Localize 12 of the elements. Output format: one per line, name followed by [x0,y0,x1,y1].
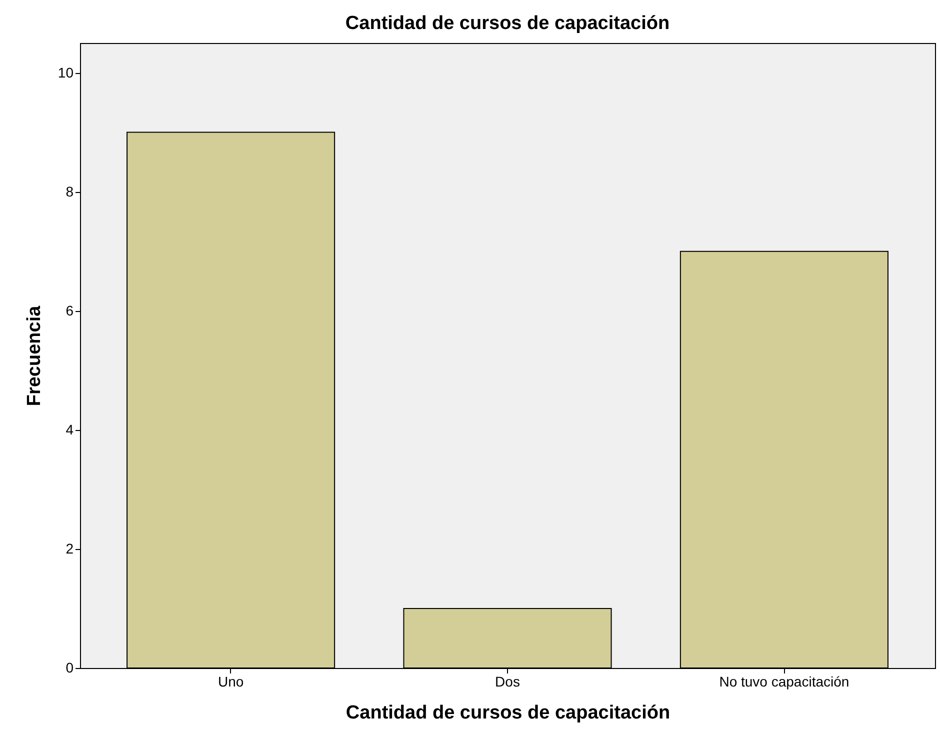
chart-title: Cantidad de cursos de capacitación [345,13,670,34]
y-tick-label: 8 [66,183,74,200]
x-tick-label: Dos [495,674,520,690]
y-tick-label: 2 [66,540,74,556]
y-tick-label: 4 [66,421,74,438]
x-tick-label: Uno [218,674,244,690]
y-tick-label: 10 [58,64,74,80]
x-axis-title: Cantidad de cursos de capacitación [346,702,670,724]
y-tick-label: 0 [66,660,74,676]
x-tick-label: No tuvo capacitación [719,674,850,690]
y-tick-label: 6 [66,302,74,318]
y-axis-title: Frecuencia [24,305,45,406]
